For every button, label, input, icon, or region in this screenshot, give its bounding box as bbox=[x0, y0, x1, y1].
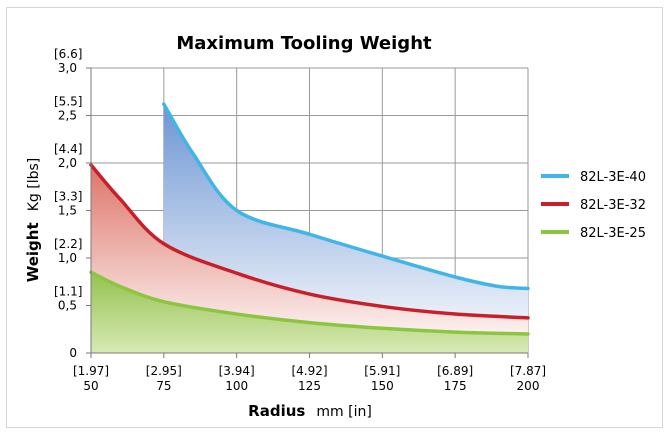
series-area-82L-3E-25 bbox=[91, 272, 528, 353]
y-tick-label-kg: 1,0 bbox=[58, 251, 77, 265]
y-tick-label-lbs: [1.1] bbox=[54, 285, 82, 299]
y-axis-title-unit: Kg [lbs] bbox=[26, 158, 42, 212]
y-tick-label-kg: 1,5 bbox=[58, 204, 77, 218]
legend: 82L-3E-40 82L-3E-32 82L-3E-25 bbox=[541, 170, 646, 241]
legend-label: 82L-3E-25 bbox=[580, 226, 646, 241]
x-tick-label-in: [1.97] bbox=[73, 364, 109, 378]
y-tick-label-lbs: [3.3] bbox=[54, 190, 82, 204]
series-line-82L-3E-40 bbox=[162, 102, 530, 291]
x-tick-label-in: [6.89] bbox=[437, 364, 473, 378]
x-tick-labels: [1.97]50 [2.95]75 [3.94]100 [4.92]125 [5.91]… bbox=[73, 364, 546, 393]
series-areas bbox=[91, 104, 529, 353]
y-tick-label-kg: 0 bbox=[69, 346, 77, 360]
x-tick-label-mm: 200 bbox=[517, 379, 540, 393]
y-tick-label-lbs: [4.4] bbox=[54, 142, 82, 156]
series-line-82L-3E-32 bbox=[89, 163, 530, 320]
x-axis-title-unit: mm [in] bbox=[316, 404, 371, 420]
y-tick-label-lbs: [2.2] bbox=[54, 237, 82, 251]
x-tick-label-in: [3.94] bbox=[219, 364, 255, 378]
x-axis-title-main: Radius bbox=[248, 402, 305, 420]
series-lines bbox=[89, 102, 530, 336]
x-tick-label-mm: 175 bbox=[444, 379, 467, 393]
x-tick-label-mm: 50 bbox=[83, 379, 98, 393]
chart-title: Maximum Tooling Weight bbox=[176, 33, 432, 54]
x-tick-label-in: [2.95] bbox=[146, 364, 182, 378]
x-tick-label-mm: 75 bbox=[156, 379, 171, 393]
x-tick-label-in: [5.91] bbox=[364, 364, 400, 378]
x-tick-label-mm: 150 bbox=[371, 379, 394, 393]
legend-label: 82L-3E-40 bbox=[580, 170, 646, 185]
y-tick-label-kg: 2,5 bbox=[58, 109, 77, 123]
legend-label: 82L-3E-32 bbox=[580, 198, 646, 213]
y-axis-title: Weight Kg [lbs] bbox=[23, 158, 42, 283]
x-tick-label-in: [4.92] bbox=[291, 364, 327, 378]
x-tick-label-in: [7.87] bbox=[510, 364, 546, 378]
x-tick-label-mm: 100 bbox=[225, 379, 248, 393]
x-axis-title: Radius mm [in] bbox=[248, 401, 372, 420]
y-tick-label-kg: 3,0 bbox=[58, 61, 77, 75]
y-tick-label-kg: 2,0 bbox=[58, 156, 77, 170]
axes bbox=[86, 67, 529, 358]
y-tick-label-lbs: [6.6] bbox=[54, 47, 82, 61]
y-tick-labels: 0 0,5[1.1] 1,0[2.2] 1,5[3.3] 2,0[4.4] 2,5[5.5… bbox=[54, 47, 82, 360]
y-tick-label-kg: 0,5 bbox=[58, 299, 77, 313]
x-tick-label-mm: 125 bbox=[298, 379, 321, 393]
series-area-82L-3E-32 bbox=[91, 164, 528, 353]
series-line-82L-3E-25 bbox=[89, 270, 530, 336]
y-tick-label-lbs: [5.5] bbox=[54, 95, 82, 109]
y-axis-title-main: Weight bbox=[24, 222, 42, 282]
